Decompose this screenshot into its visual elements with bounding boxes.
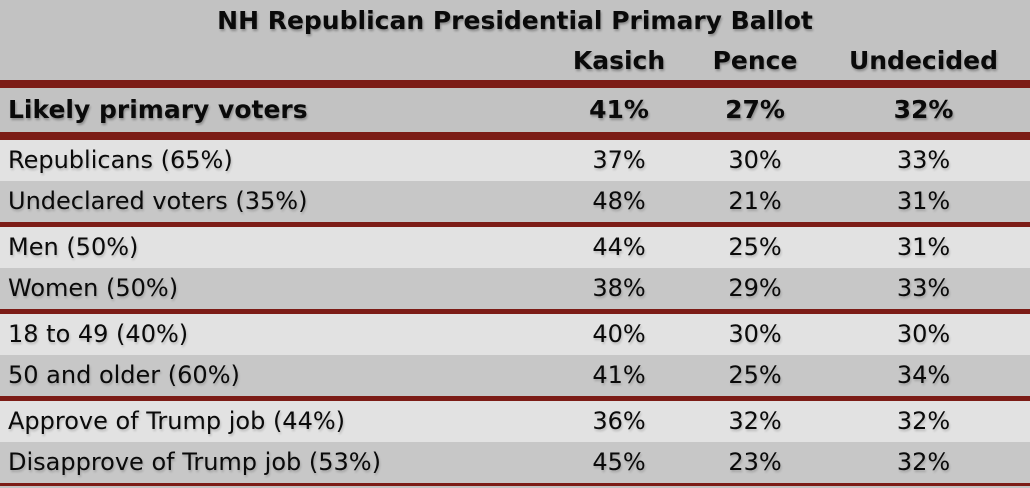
row-label: 50 and older (60%) <box>0 355 545 399</box>
table-row: Women (50%) 38% 29% 33% <box>0 268 1030 312</box>
kasich-value: 37% <box>545 132 693 181</box>
undecided-value: 32% <box>817 80 1030 136</box>
table-row: Undeclared voters (35%) 48% 21% 31% <box>0 181 1030 225</box>
table-row: Men (50%) 44% 25% 31% <box>0 222 1030 268</box>
kasich-value: 45% <box>545 442 693 485</box>
table-row: Republicans (65%) 37% 30% 33% <box>0 132 1030 181</box>
table-row: 50 and older (60%) 41% 25% 34% <box>0 355 1030 399</box>
undecided-value: 32% <box>817 442 1030 485</box>
undecided-value: 31% <box>817 222 1030 268</box>
pence-value: 29% <box>693 268 817 312</box>
undecided-value: 32% <box>817 396 1030 442</box>
table-title: NH Republican Presidential Primary Ballo… <box>217 6 813 36</box>
pence-value: 27% <box>693 80 817 136</box>
pence-value: 30% <box>693 132 817 181</box>
column-header-kasich: Kasich <box>572 46 666 76</box>
kasich-value: 41% <box>545 80 693 136</box>
undecided-value: 34% <box>817 355 1030 399</box>
kasich-value: 44% <box>545 222 693 268</box>
row-label: Republicans (65%) <box>0 132 545 181</box>
column-header-pence: Pence <box>712 46 798 76</box>
kasich-value: 41% <box>545 355 693 399</box>
row-label: Approve of Trump job (44%) <box>0 396 545 442</box>
kasich-value: 40% <box>545 309 693 355</box>
row-label: Men (50%) <box>0 222 545 268</box>
pence-value: 30% <box>693 309 817 355</box>
pence-value: 32% <box>693 396 817 442</box>
table-row: Likely primary voters 41% 27% 32% <box>0 80 1030 136</box>
undecided-value: 33% <box>817 268 1030 312</box>
column-header-row: Kasich Pence Undecided <box>0 42 1030 84</box>
row-label: Women (50%) <box>0 268 545 312</box>
kasich-value: 38% <box>545 268 693 312</box>
undecided-value: 30% <box>817 309 1030 355</box>
table-title-row: NH Republican Presidential Primary Ballo… <box>0 0 1030 42</box>
pence-value: 21% <box>693 181 817 225</box>
pence-value: 25% <box>693 355 817 399</box>
row-label: 18 to 49 (40%) <box>0 309 545 355</box>
table-row: Approve of Trump job (44%) 36% 32% 32% <box>0 396 1030 442</box>
row-label: Likely primary voters <box>0 80 545 136</box>
kasich-value: 48% <box>545 181 693 225</box>
pence-value: 23% <box>693 442 817 485</box>
column-header-undecided: Undecided <box>848 46 999 76</box>
table-row: 18 to 49 (40%) 40% 30% 30% <box>0 309 1030 355</box>
undecided-value: 31% <box>817 181 1030 225</box>
row-label: Undeclared voters (35%) <box>0 181 545 225</box>
column-header-empty <box>0 42 545 84</box>
row-label: Disapprove of Trump job (53%) <box>0 442 545 485</box>
kasich-value: 36% <box>545 396 693 442</box>
undecided-value: 33% <box>817 132 1030 181</box>
table-row: Disapprove of Trump job (53%) 45% 23% 32… <box>0 442 1030 485</box>
pence-value: 25% <box>693 222 817 268</box>
